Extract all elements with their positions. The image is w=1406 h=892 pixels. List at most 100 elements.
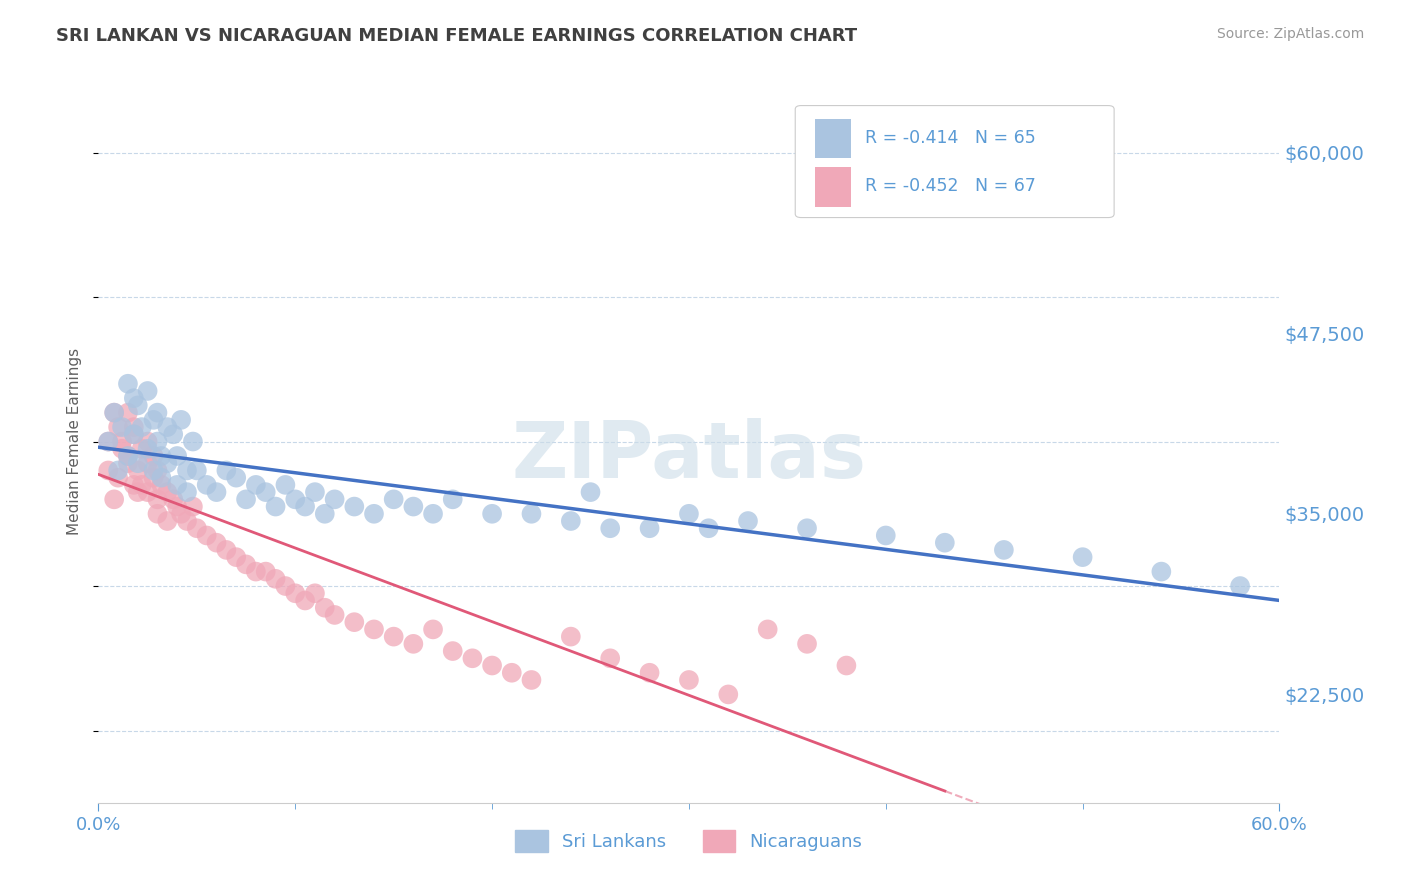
Point bbox=[122, 420, 145, 434]
Point bbox=[461, 651, 484, 665]
Point bbox=[146, 434, 169, 449]
Text: Source: ZipAtlas.com: Source: ZipAtlas.com bbox=[1216, 27, 1364, 41]
Point bbox=[127, 485, 149, 500]
Point bbox=[103, 492, 125, 507]
Point bbox=[195, 528, 218, 542]
Point bbox=[156, 485, 179, 500]
Point bbox=[638, 521, 661, 535]
Point bbox=[638, 665, 661, 680]
Point bbox=[150, 471, 173, 485]
Point bbox=[166, 478, 188, 492]
Point bbox=[170, 507, 193, 521]
Point bbox=[176, 485, 198, 500]
Point bbox=[875, 528, 897, 542]
Point bbox=[304, 485, 326, 500]
Point bbox=[156, 456, 179, 470]
Point bbox=[697, 521, 720, 535]
Point bbox=[678, 673, 700, 687]
Point bbox=[294, 500, 316, 514]
Y-axis label: Median Female Earnings: Median Female Earnings bbox=[67, 348, 83, 535]
Point bbox=[136, 434, 159, 449]
Text: R = -0.452   N = 67: R = -0.452 N = 67 bbox=[865, 178, 1036, 195]
Point bbox=[274, 579, 297, 593]
Point bbox=[127, 456, 149, 470]
Point bbox=[294, 593, 316, 607]
Point bbox=[422, 623, 444, 637]
Point bbox=[343, 615, 366, 630]
Point bbox=[343, 500, 366, 514]
Point bbox=[136, 384, 159, 398]
Point bbox=[111, 420, 134, 434]
Point bbox=[136, 442, 159, 456]
Point bbox=[1150, 565, 1173, 579]
Point bbox=[170, 413, 193, 427]
Point bbox=[131, 420, 153, 434]
Point bbox=[215, 542, 238, 557]
Point bbox=[215, 463, 238, 477]
Point bbox=[103, 406, 125, 420]
Point bbox=[205, 485, 228, 500]
FancyBboxPatch shape bbox=[796, 105, 1114, 218]
Point bbox=[796, 637, 818, 651]
Point bbox=[195, 478, 218, 492]
Point bbox=[402, 637, 425, 651]
Point bbox=[166, 449, 188, 463]
Point bbox=[122, 427, 145, 442]
Point bbox=[142, 471, 165, 485]
Point bbox=[481, 658, 503, 673]
Point bbox=[181, 500, 204, 514]
Point bbox=[142, 413, 165, 427]
Point bbox=[481, 507, 503, 521]
Point bbox=[422, 507, 444, 521]
Point bbox=[225, 550, 247, 565]
Point bbox=[402, 500, 425, 514]
Point bbox=[156, 514, 179, 528]
Point bbox=[97, 434, 120, 449]
Point bbox=[97, 434, 120, 449]
Point bbox=[186, 521, 208, 535]
Point bbox=[146, 507, 169, 521]
Point bbox=[176, 463, 198, 477]
FancyBboxPatch shape bbox=[815, 119, 851, 158]
Point bbox=[150, 449, 173, 463]
Point bbox=[796, 521, 818, 535]
Point bbox=[363, 623, 385, 637]
Point bbox=[117, 449, 139, 463]
Point bbox=[111, 442, 134, 456]
Point bbox=[107, 463, 129, 477]
Text: R = -0.414   N = 65: R = -0.414 N = 65 bbox=[865, 129, 1036, 147]
Point bbox=[146, 492, 169, 507]
Point bbox=[1071, 550, 1094, 565]
Point bbox=[162, 492, 184, 507]
Point bbox=[441, 644, 464, 658]
Point bbox=[131, 478, 153, 492]
Point bbox=[835, 658, 858, 673]
Point bbox=[245, 478, 267, 492]
Point bbox=[678, 507, 700, 521]
Point bbox=[1229, 579, 1251, 593]
Point bbox=[142, 463, 165, 477]
Point bbox=[314, 600, 336, 615]
Point bbox=[245, 565, 267, 579]
Point bbox=[579, 485, 602, 500]
Legend: Sri Lankans, Nicaraguans: Sri Lankans, Nicaraguans bbox=[508, 822, 870, 859]
Point bbox=[176, 514, 198, 528]
Point bbox=[146, 463, 169, 477]
Point bbox=[122, 391, 145, 405]
Point bbox=[150, 478, 173, 492]
Point bbox=[103, 406, 125, 420]
Point bbox=[225, 471, 247, 485]
Point bbox=[363, 507, 385, 521]
Point bbox=[254, 565, 277, 579]
Point bbox=[235, 492, 257, 507]
Point bbox=[97, 463, 120, 477]
Point bbox=[323, 607, 346, 622]
Point bbox=[107, 420, 129, 434]
Point bbox=[599, 521, 621, 535]
Point bbox=[117, 456, 139, 470]
Point bbox=[756, 623, 779, 637]
Point bbox=[235, 558, 257, 572]
Point bbox=[117, 376, 139, 391]
Point bbox=[127, 463, 149, 477]
Point bbox=[142, 449, 165, 463]
